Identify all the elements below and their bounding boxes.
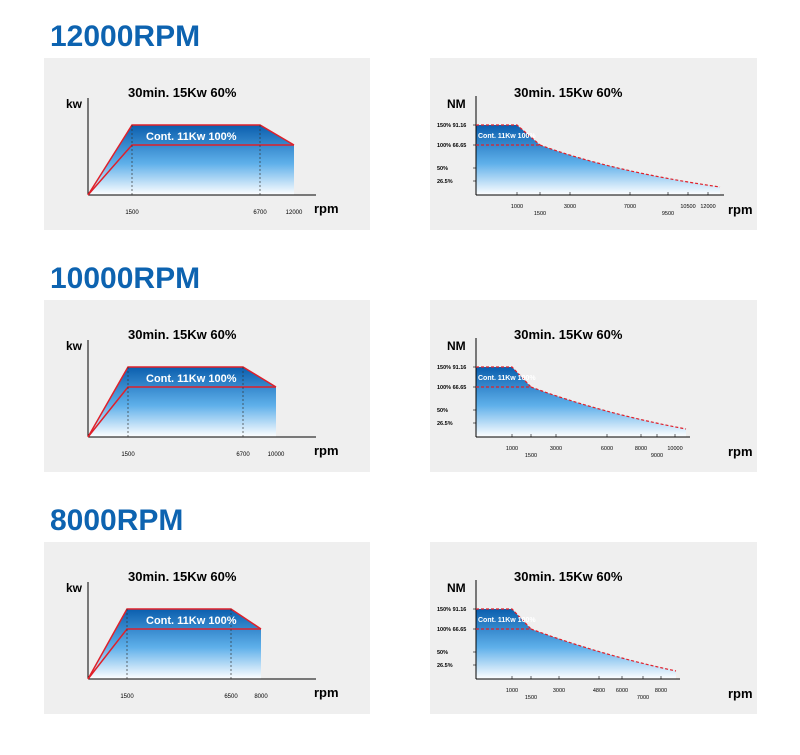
x-tick-label: 7000: [624, 204, 636, 210]
x-tick-label: 1500: [525, 453, 537, 459]
y-label: kw: [66, 581, 83, 595]
x-tick-label: 6700: [236, 452, 250, 458]
peak-area: [88, 367, 276, 437]
torque-area: [476, 609, 676, 679]
cont-label: Cont. 11Kw 100%: [478, 375, 536, 382]
peak-area: [88, 609, 261, 679]
y-label: NM: [447, 339, 466, 353]
x-tick-label: 9500: [662, 211, 674, 217]
y-tick-label: 100% 66.65: [437, 143, 466, 149]
peak-label: 30min. 15Kw 60%: [514, 569, 623, 584]
section-title: 10000RPM: [50, 262, 200, 295]
x-tick-label: 1000: [511, 204, 523, 210]
x-tick-label: 4800: [593, 688, 605, 694]
peak-label: 30min. 15Kw 60%: [514, 85, 623, 100]
peak-line: [87, 608, 262, 680]
x-tick-label: 7000: [637, 695, 649, 701]
section-title: 12000RPM: [50, 20, 200, 53]
x-tick-label: 6700: [253, 210, 267, 216]
x-tick-label: 10000: [268, 452, 285, 458]
x-tick-label: 1000: [506, 688, 518, 694]
y-tick-label: 26.5%: [437, 179, 453, 185]
cont-label: Cont. 11Kw 100%: [146, 615, 237, 627]
y-tick-label: 100% 66.65: [437, 385, 466, 391]
torque-chart: NM 30min. 15Kw 60% Cont. 11Kw 100% rpm 150% …: [430, 300, 757, 472]
x-tick-label: 3000: [550, 446, 562, 452]
x-tick-label: 3000: [553, 688, 565, 694]
peak-line: [87, 124, 295, 196]
decay-line: [530, 628, 677, 672]
y-label: kw: [66, 97, 83, 111]
cont-label: Cont. 11Kw 100%: [478, 617, 536, 624]
peak-label: 30min. 15Kw 60%: [128, 569, 237, 584]
peak-label: 30min. 15Kw 60%: [514, 327, 623, 342]
peak-line: [476, 608, 532, 630]
y-tick-label: 26.5%: [437, 421, 453, 427]
y-tick-label: 50%: [437, 166, 448, 172]
x-tick-label: 6000: [616, 688, 628, 694]
power-chart: kw 30min. 15Kw 60% Cont. 11Kw 100% rpm 1500 6…: [44, 542, 370, 714]
y-tick-label: 150% 91.16: [437, 123, 466, 129]
x-tick-label: 1500: [121, 452, 135, 458]
torque-chart: NM 30min. 15Kw 60% Cont. 11Kw 100% rpm 150% …: [430, 542, 757, 714]
peak-area: [88, 125, 294, 195]
torque-chart: NM 30min. 15Kw 60% Cont. 11Kw 100% rpm 150% …: [430, 58, 757, 230]
x-tick-label: 1500: [534, 211, 546, 217]
y-tick-label: 150% 91.16: [437, 607, 466, 613]
x-tick-label: 10000: [667, 446, 682, 452]
x-tick-label: 1000: [506, 446, 518, 452]
x-tick-label: 6500: [224, 694, 238, 700]
section-title: 8000RPM: [50, 504, 183, 537]
power-chart: kw 30min. 15Kw 60% Cont. 11Kw 100% rpm 1500 6…: [44, 58, 370, 230]
x-label: rpm: [728, 202, 753, 217]
x-tick-label: 6000: [601, 446, 613, 452]
x-tick-label: 1500: [120, 694, 134, 700]
x-label: rpm: [728, 444, 753, 459]
peak-line: [476, 124, 541, 146]
peak-line: [87, 366, 277, 438]
x-tick-label: 9000: [651, 453, 663, 459]
y-label: kw: [66, 339, 83, 353]
peak-line: [476, 366, 532, 388]
x-tick-label: 10500: [680, 204, 695, 210]
y-tick-label: 150% 91.16: [437, 365, 466, 371]
y-tick-label: 100% 66.65: [437, 627, 466, 633]
x-tick-label: 3000: [564, 204, 576, 210]
x-tick-label: 12000: [700, 204, 715, 210]
y-tick-label: 50%: [437, 408, 448, 414]
x-tick-label: 1500: [525, 695, 537, 701]
peak-label: 30min. 15Kw 60%: [128, 85, 237, 100]
y-label: NM: [447, 581, 466, 595]
y-tick-label: 26.5%: [437, 663, 453, 669]
cont-label: Cont. 11Kw 100%: [146, 131, 237, 143]
y-label: NM: [447, 97, 466, 111]
x-label: rpm: [314, 685, 339, 700]
y-tick-label: 50%: [437, 650, 448, 656]
cont-label: Cont. 11Kw 100%: [146, 373, 237, 385]
x-label: rpm: [728, 686, 753, 701]
x-tick-label: 12000: [286, 210, 303, 216]
x-tick-label: 8000: [254, 694, 268, 700]
x-tick-label: 8000: [635, 446, 647, 452]
cont-label: Cont. 11Kw 100%: [478, 133, 536, 140]
x-tick-label: 8000: [655, 688, 667, 694]
power-chart: kw 30min. 15Kw 60% Cont. 11Kw 100% rpm 1500 6…: [44, 300, 370, 472]
x-label: rpm: [314, 443, 339, 458]
x-label: rpm: [314, 201, 339, 216]
x-tick-label: 1500: [125, 210, 139, 216]
decay-line: [530, 386, 687, 430]
peak-label: 30min. 15Kw 60%: [128, 327, 237, 342]
